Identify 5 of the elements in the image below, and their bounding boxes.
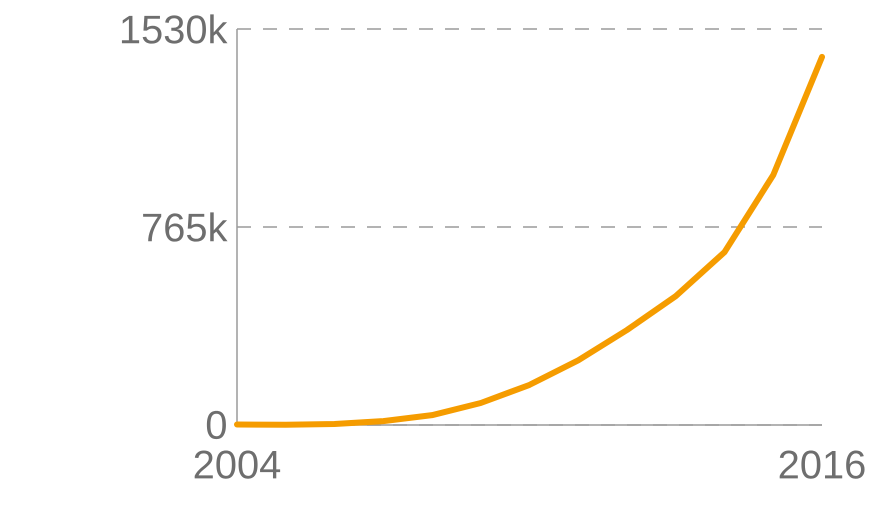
y-tick-label: 1530k: [122, 14, 228, 44]
y-tick-label: 765k: [143, 212, 228, 242]
x-tick-label: 2016: [780, 450, 865, 479]
y-tick-label: 0: [206, 410, 226, 440]
x-tick-label: 2004: [194, 450, 280, 479]
